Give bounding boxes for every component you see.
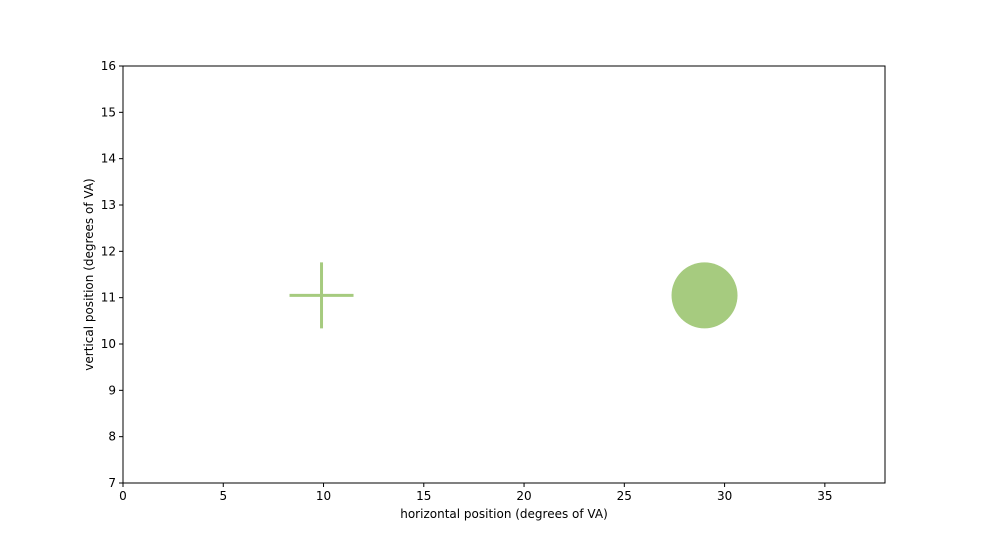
x-tick-label: 25 [617,489,632,503]
x-tick-label: 30 [717,489,732,503]
x-tick-label: 10 [316,489,331,503]
y-tick-label: 12 [101,244,116,258]
circle-marker [671,262,738,329]
data-marks [289,262,738,329]
x-axis-ticks: 0 5 10 15 20 25 30 35 [119,483,832,503]
y-tick-label: 14 [101,152,116,166]
y-tick-label: 16 [101,59,116,73]
x-tick-label: 0 [119,489,127,503]
y-tick-label: 10 [101,337,116,351]
y-tick-label: 15 [101,105,116,119]
y-tick-label: 7 [108,476,116,490]
x-tick-label: 5 [219,489,227,503]
y-tick-label: 8 [108,430,116,444]
plot-frame [122,65,886,484]
y-axis-label: vertical position (degrees of VA) [82,178,96,370]
x-axis-label: horizontal position (degrees of VA) [400,507,608,521]
x-tick-label: 15 [416,489,431,503]
y-axis-ticks: 7 8 9 10 11 12 13 14 15 16 [101,59,123,490]
x-tick-label: 35 [817,489,832,503]
x-tick-label: 20 [516,489,531,503]
y-tick-label: 11 [101,291,116,305]
y-tick-label: 13 [101,198,116,212]
plus-marker [289,262,354,329]
y-tick-label: 9 [108,383,116,397]
